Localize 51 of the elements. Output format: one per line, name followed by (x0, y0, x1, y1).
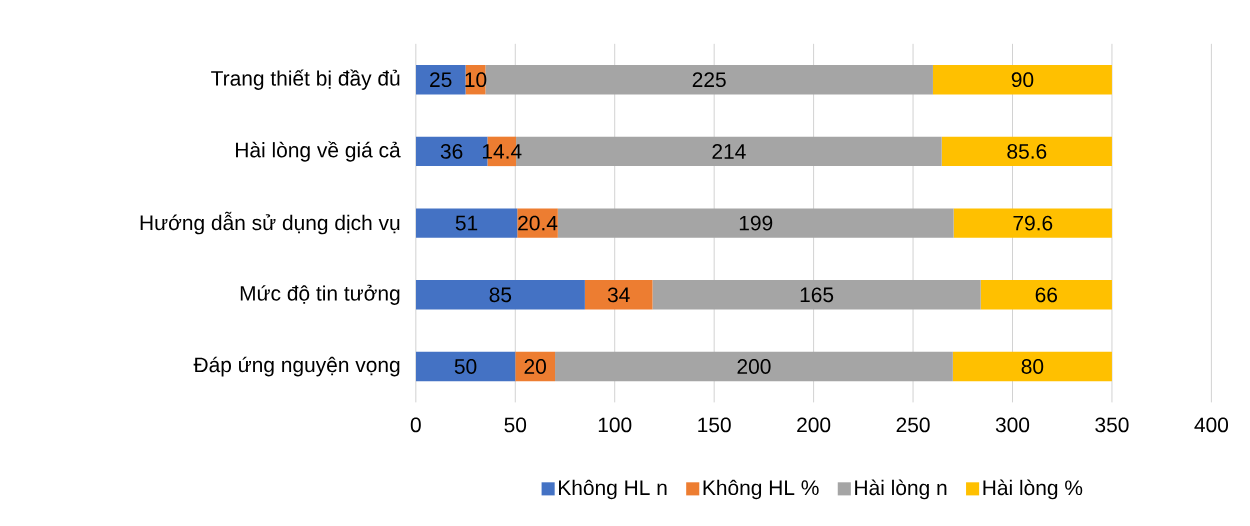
x-tick-label: 50 (504, 417, 527, 433)
y-tick-label: Trang thiết bị đầy đủ (211, 69, 400, 90)
bar (952, 351, 1112, 382)
bar (652, 280, 981, 310)
data-label: 34 (607, 287, 630, 303)
data-label: 50 (454, 359, 477, 374)
bar (584, 280, 653, 310)
bar (415, 208, 518, 238)
legend-label: Hài lòng % (983, 479, 1083, 500)
data-label: 90 (1011, 72, 1034, 88)
data-label: 20.4 (518, 215, 558, 231)
x-tick-label: 200 (797, 417, 831, 433)
data-label: 165 (800, 287, 834, 303)
bar (953, 208, 1112, 238)
data-label: 25 (430, 72, 452, 88)
bar (415, 351, 516, 382)
bar (980, 280, 1112, 310)
y-tick-label: Đáp ứng nguyện vọng (193, 356, 400, 377)
data-label: 85.6 (1007, 143, 1047, 159)
bar (415, 64, 466, 95)
bar (941, 136, 1112, 167)
data-label: 85 (489, 287, 512, 303)
legend-label: Hài lòng n (855, 479, 947, 500)
x-tick-label: 0 (410, 417, 421, 433)
data-label: 66 (1035, 287, 1058, 303)
bar (932, 64, 1112, 95)
bar (517, 208, 558, 238)
data-label: 200 (737, 359, 771, 374)
y-tick-label: Mức độ tin tưởng (240, 284, 400, 305)
x-tick-label: 100 (598, 417, 632, 433)
bar (555, 351, 953, 382)
y-tick-label: Hài lòng về giá cả (236, 141, 401, 162)
y-tick-label: Hướng dẫn sử dụng dịch vụ (140, 211, 400, 235)
bar (557, 208, 954, 238)
data-label: 79.6 (1013, 215, 1053, 231)
data-label: 20 (524, 359, 546, 374)
x-tick-label: 400 (1194, 417, 1229, 433)
x-tick-label: 350 (1095, 417, 1129, 433)
x-tick-label: 150 (698, 417, 731, 433)
bar (485, 64, 933, 95)
data-label: 214 (712, 144, 746, 159)
data-label: 36 (440, 143, 463, 159)
legend-label: Không HL n (559, 479, 667, 500)
x-tick-label: 300 (995, 417, 1030, 433)
x-tick-label: 250 (896, 417, 930, 433)
data-label: 225 (692, 72, 726, 88)
bar (415, 280, 585, 310)
legend-label: Không HL % (703, 479, 819, 500)
data-label: 80 (1021, 359, 1044, 374)
data-label: 199 (739, 215, 773, 231)
data-label: 51 (455, 215, 478, 231)
